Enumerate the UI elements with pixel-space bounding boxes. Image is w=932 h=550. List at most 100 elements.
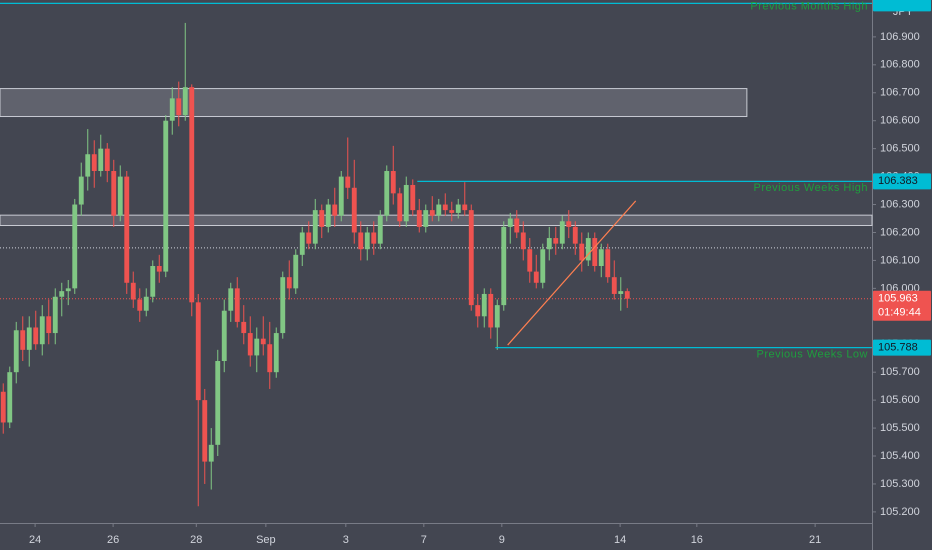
candle-body (540, 249, 546, 283)
candle-body (436, 204, 442, 216)
candle-body (319, 210, 325, 227)
y-tick-label: 106.900 (880, 31, 920, 43)
candle-body (579, 243, 585, 261)
candle-body (306, 232, 312, 244)
x-tick-label: 26 (107, 534, 119, 546)
candle-body (169, 98, 175, 121)
candle-body (182, 87, 188, 116)
y-tick-label: 105.500 (880, 422, 920, 434)
candle-body (234, 288, 240, 322)
candle-body (189, 87, 195, 303)
candle-body (449, 210, 455, 213)
candle-body (514, 218, 520, 233)
zone (0, 214, 873, 226)
y-tick-label: 106.600 (880, 115, 920, 127)
candle-body (137, 299, 143, 311)
candle-body (20, 330, 26, 350)
y-tick-label: 105.600 (880, 394, 920, 406)
candle-body (228, 288, 234, 311)
candle-body (377, 215, 383, 244)
candle-body (397, 193, 403, 222)
candle-body (553, 238, 559, 244)
candle-body (0, 391, 6, 423)
candle-body (358, 232, 364, 250)
candle-body (46, 316, 52, 334)
candle-body (260, 338, 266, 345)
x-tick-label: 16 (691, 534, 703, 546)
candle-body (416, 210, 422, 227)
candle-body (507, 218, 513, 227)
candle-body (78, 176, 84, 205)
candle-body (455, 204, 461, 213)
countdown: 01:49:44 (878, 307, 921, 319)
candle-body (98, 148, 104, 172)
level-badge-text: 105.788 (878, 342, 918, 354)
y-tick-label: 106.200 (880, 226, 920, 238)
candle-body (481, 293, 487, 317)
candle-body (312, 210, 318, 244)
candle-body (59, 291, 65, 297)
candle-body (163, 120, 169, 272)
candle-body (267, 344, 273, 373)
candle-body (299, 232, 305, 255)
y-tick-label: 106.100 (880, 254, 920, 266)
candle-body (280, 277, 286, 334)
x-tick-label: 24 (29, 534, 41, 546)
candle-body (195, 302, 201, 401)
zone (0, 88, 748, 118)
candle-body (345, 176, 351, 188)
candle-body (410, 184, 416, 211)
candle-body (208, 444, 214, 462)
level-label: Previous Weeks High (754, 182, 868, 194)
candle-body (221, 310, 227, 362)
candle-body (462, 204, 468, 211)
candle-body (488, 293, 494, 328)
y-tick-label: 106.300 (880, 198, 920, 210)
candle-body (72, 204, 78, 289)
level-badge (873, 339, 931, 356)
candle-body (475, 305, 481, 317)
candle-body (52, 296, 58, 334)
candle-body (39, 316, 45, 345)
candle-body (91, 154, 97, 172)
candle-body (566, 221, 572, 227)
candle-body (143, 296, 149, 311)
candle-body (384, 171, 390, 216)
x-tick-label: 14 (614, 534, 626, 546)
y-tick-label: 106.800 (880, 59, 920, 71)
candle-body (111, 171, 117, 216)
candle-body (85, 154, 91, 177)
candle-body (124, 176, 130, 283)
x-tick-label: 28 (190, 534, 202, 546)
candle-body (104, 148, 110, 172)
level-label: Previous Weeks Low (756, 349, 868, 361)
candle-body (429, 210, 435, 216)
last-price-badge (873, 290, 931, 321)
candle-body (254, 338, 260, 356)
candle-body (423, 210, 429, 227)
candle-body (611, 277, 617, 294)
level-label: Previous Months High (750, 0, 868, 12)
candle-body (403, 184, 409, 222)
level-badge-text: 106.383 (878, 175, 918, 187)
y-tick-label: 105.400 (880, 450, 920, 462)
candle-body (215, 361, 221, 445)
y-tick-label: 106.500 (880, 143, 920, 155)
candle-body (150, 266, 156, 297)
candle-body (598, 249, 604, 267)
candle-body (13, 330, 19, 373)
x-tick-label: 21 (809, 534, 821, 546)
candle-body (546, 238, 552, 250)
y-tick-label: 106.700 (880, 87, 920, 99)
x-tick-label: Sep (256, 534, 276, 546)
candle-body (117, 176, 123, 216)
candle-body (338, 176, 344, 216)
candle-body (390, 171, 396, 194)
candle-body (592, 238, 598, 267)
level-badge (873, 0, 931, 12)
candle-body (241, 321, 247, 334)
candle-body (605, 249, 611, 278)
candle-body (325, 204, 331, 227)
